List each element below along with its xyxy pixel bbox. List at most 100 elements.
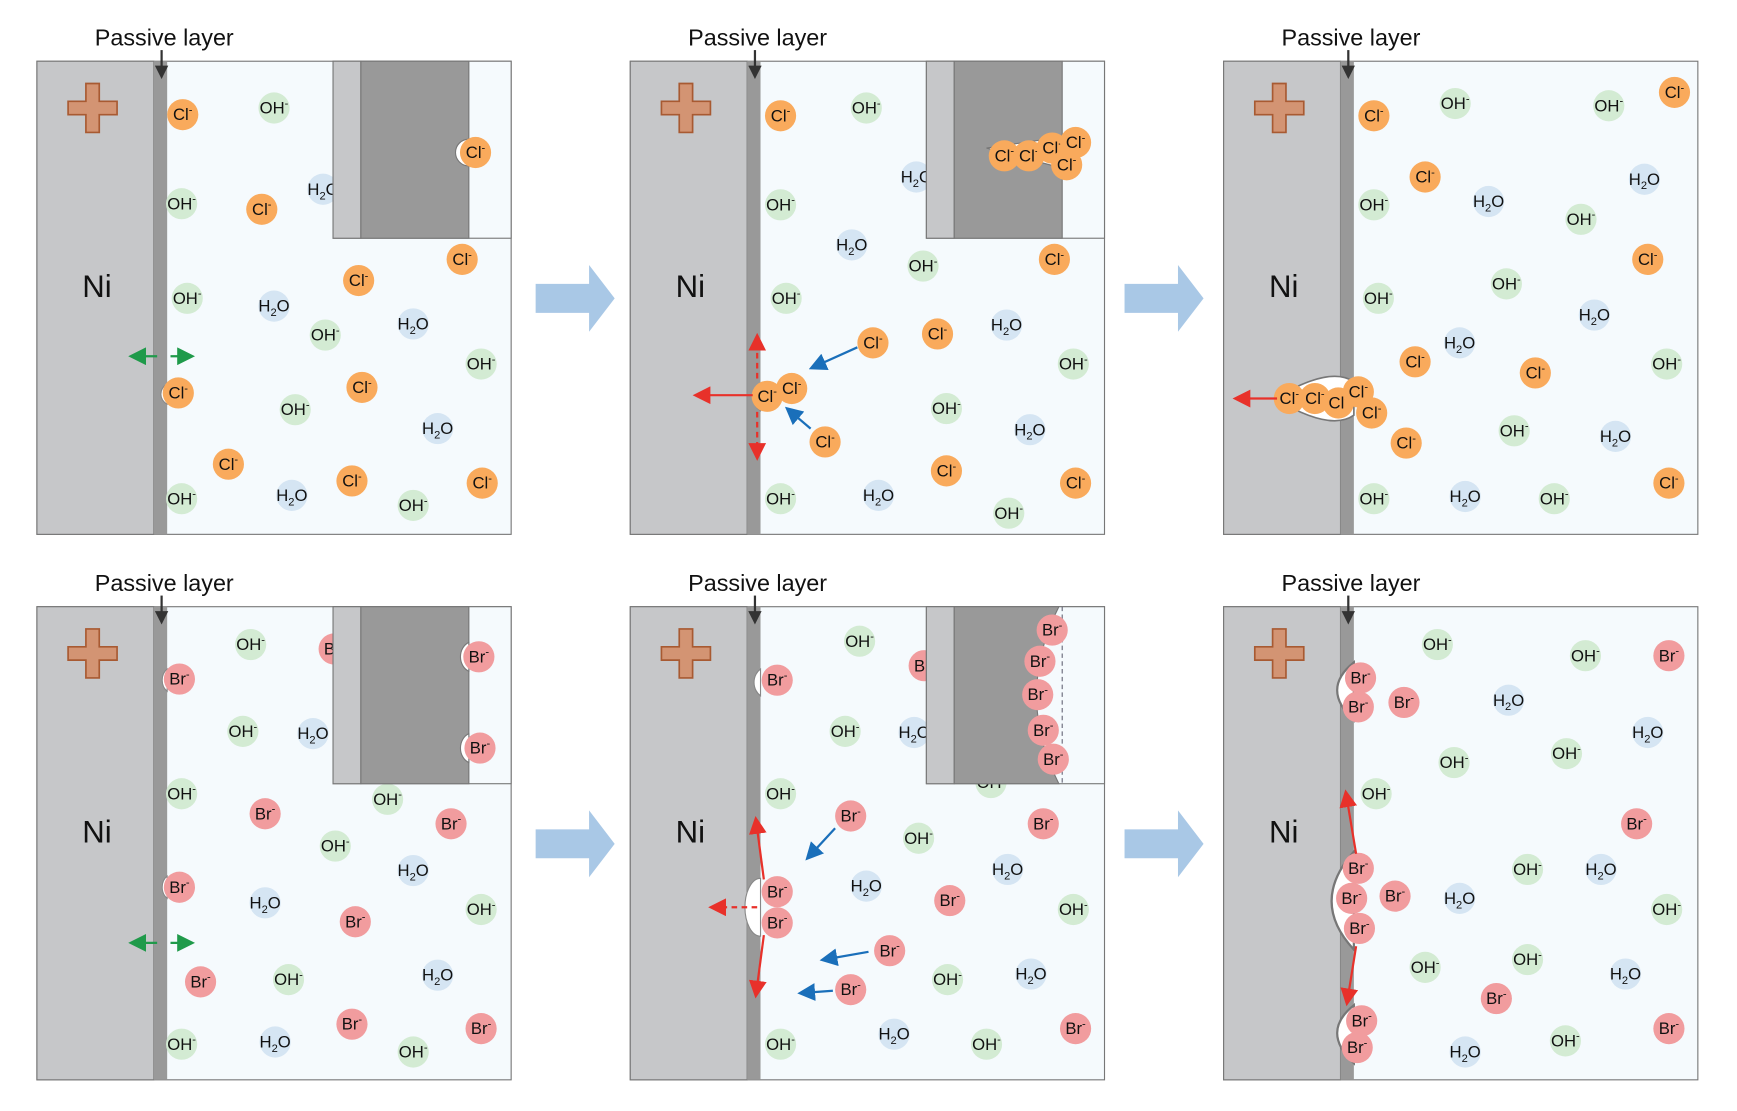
metal-label: Ni <box>1269 269 1298 304</box>
h2o-ion-circle <box>1493 684 1525 716</box>
oh-ion-circle <box>397 489 429 521</box>
h2o-ion-label: H2O <box>297 724 328 746</box>
oh-ion-label: OH- <box>1594 96 1623 116</box>
cl-ion-circle <box>343 264 375 297</box>
oh-ion-label: OH- <box>909 256 938 276</box>
cl-ion-circle <box>167 99 199 131</box>
br-ion-circle <box>463 641 495 673</box>
h2o-ion-circle <box>862 479 895 511</box>
nickel-substrate <box>1223 60 1342 535</box>
oh-ion: OH- <box>319 830 351 862</box>
br-ion-circle <box>465 1013 497 1045</box>
oh-ion: OH- <box>1550 738 1583 770</box>
br-ion-label: Br- <box>1394 692 1415 712</box>
cl-ion-label: Cl- <box>342 471 362 491</box>
oh-ion: OH- <box>1651 893 1683 926</box>
migration-arrow <box>808 346 858 371</box>
br-ion: Br- <box>761 664 793 696</box>
cl-ion-label: Cl- <box>169 383 189 403</box>
oh-ion: OH- <box>850 92 882 124</box>
h2o-ion-circle <box>1472 185 1505 218</box>
br-ion-circle <box>835 974 867 1006</box>
br-ion: Br- <box>464 732 496 764</box>
h2o-ion-circle <box>297 718 329 750</box>
cl-ion: Cl- <box>246 193 278 225</box>
cl-ion-circle <box>1358 100 1390 132</box>
cl-ion-label: Cl- <box>1057 155 1077 175</box>
passive-layer <box>747 606 761 1080</box>
oh-ion: OH- <box>970 1028 1003 1060</box>
h2o-ion: H2O <box>878 1018 910 1050</box>
cl-ion-label: Cl- <box>1280 388 1300 408</box>
br-ion-circle <box>1036 614 1068 646</box>
br-ion-label: Br- <box>1043 749 1064 769</box>
h2o-ion: H2O <box>276 479 307 511</box>
br-ion: Br- <box>1388 686 1420 719</box>
cl-ion-circle <box>1356 397 1388 429</box>
oh-ion-circle <box>930 392 963 425</box>
oh-ion-label: OH- <box>321 836 350 856</box>
inset-substrate <box>332 60 362 239</box>
cl-ion: Cl- <box>336 465 368 497</box>
br-ion: Br- <box>163 663 195 695</box>
h2o-ion: H2O <box>1450 480 1481 513</box>
oh-ion: OH- <box>764 483 797 515</box>
spread-arrow <box>748 934 767 999</box>
oh-ion-label: OH- <box>1423 634 1452 654</box>
cl-ion-label: Cl- <box>1045 249 1065 269</box>
passive-layer <box>1340 61 1354 535</box>
oh-ion: OH- <box>903 822 935 854</box>
br-ion: Br- <box>1342 852 1374 884</box>
oh-ion-circle <box>166 778 198 810</box>
passive-layer-label: Passive layer <box>688 570 827 596</box>
br-ion-circle <box>1336 882 1368 914</box>
br-ion-label: Br- <box>1028 685 1049 705</box>
br-ion: Br- <box>1346 1005 1378 1037</box>
oh-ion-circle <box>829 715 861 747</box>
br-ion: Br- <box>835 800 867 832</box>
br-ion: Br- <box>1343 912 1376 945</box>
cl-ion-circle <box>1399 346 1431 378</box>
br-ion-label: Br- <box>1659 1019 1680 1039</box>
br-ion: Br- <box>184 966 217 998</box>
oh-ion-label: OH- <box>1551 1031 1580 1051</box>
nickel-substrate <box>1223 606 1342 1081</box>
oh-ion: OH- <box>1565 203 1597 235</box>
cl-ion-circle <box>1409 161 1441 193</box>
cl-ion-label: Cl- <box>472 473 492 493</box>
oh-ion-circle <box>1651 348 1683 380</box>
oh-ion-label: OH- <box>766 195 795 215</box>
oh-ion-circle <box>1057 893 1089 926</box>
h2o-ion-circle <box>1609 958 1642 990</box>
cl-ion-circle <box>751 380 783 412</box>
oh-ion-label: OH- <box>1500 421 1529 441</box>
oh-ion: OH- <box>1511 853 1544 886</box>
oh-ion-circle <box>764 483 797 515</box>
h2o-ion-label: H2O <box>258 297 289 319</box>
br-ion: Br- <box>1344 662 1377 694</box>
cl-ion: Cl- <box>1409 161 1441 193</box>
h2o-ion-circle <box>258 290 290 322</box>
br-ion-label: Br- <box>1042 620 1063 640</box>
oh-ion-label: OH- <box>1360 489 1389 509</box>
oh-ion: OH- <box>397 1036 429 1068</box>
oh-ion: OH- <box>309 319 341 351</box>
oh-ion-label: OH- <box>173 288 202 308</box>
br-ion-label: Br- <box>1033 720 1054 740</box>
br-ion-label: Br- <box>1486 988 1507 1008</box>
br-ion-circle <box>1024 645 1056 677</box>
h2o-ion: H2O <box>307 173 339 205</box>
pit <box>753 667 762 697</box>
cl-ion-circle <box>446 243 478 275</box>
h2o-ion: H2O <box>1632 716 1663 749</box>
oh-ion-circle <box>397 1036 429 1068</box>
h2o-ion-label: H2O <box>398 315 429 337</box>
cl-ion-label: Cl- <box>1405 352 1425 372</box>
cl-ion: Cl- <box>1051 149 1083 181</box>
cl-ion-label: Cl- <box>1415 167 1435 187</box>
cl-ion-circle <box>1519 357 1551 389</box>
cl-ion-circle <box>764 100 797 132</box>
h2o-ion-circle <box>1578 299 1610 331</box>
cl-ion: Cl- <box>1299 382 1331 415</box>
